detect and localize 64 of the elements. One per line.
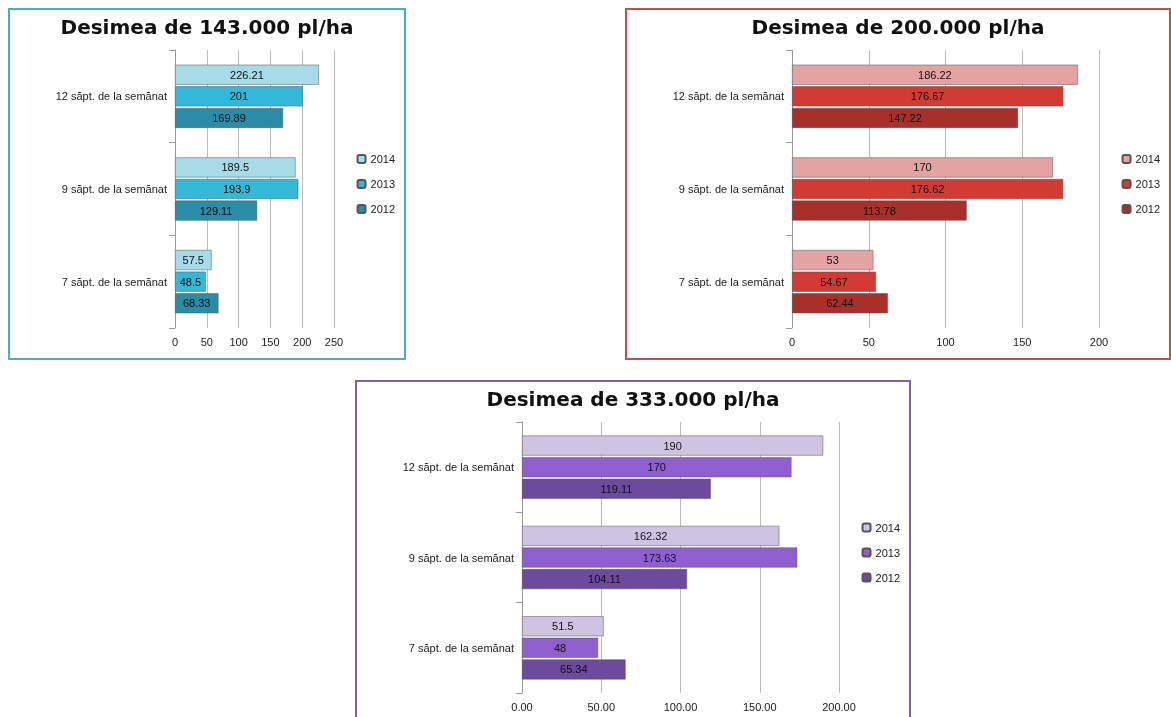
x-tick-label: 100 [936,335,955,348]
legend-label: 2012 [875,571,901,584]
x-tick-label: 250 [324,335,344,348]
data-label: 65.34 [560,663,588,676]
data-label: 113.78 [862,204,896,217]
data-label: 54.67 [820,275,848,288]
legend-label: 2013 [370,178,396,190]
data-label: 226.21 [230,68,264,81]
data-label: 201 [229,90,249,103]
data-label: 119.11 [600,482,633,495]
data-label: 173.63 [642,551,677,564]
y-tick-label: 12 săpt. de la semănat [672,90,784,103]
data-label: 176.67 [910,90,945,103]
legend-label: 2014 [370,153,396,165]
data-label: 129.11 [199,204,233,217]
data-label: 170 [647,461,666,474]
data-label: 147.22 [888,111,922,124]
x-tick-label: 200 [293,335,312,348]
y-tick-label: 12 săpt. de la semănat [55,90,167,103]
y-tick-label: 9 săpt. de la semănat [678,183,784,195]
data-label: 186.22 [918,68,952,81]
x-tick-label: 150 [1013,335,1032,348]
x-tick-label: 0.00 [511,700,533,713]
data-label: 57.5 [182,254,204,267]
chart-title: Desimea de 200.000 pl/ha [751,15,1045,39]
data-label: 51.5 [552,620,574,633]
data-label: 62.44 [826,297,854,310]
legend-label: 2012 [370,203,396,215]
chart-title: Desimea de 333.000 pl/ha [486,387,780,411]
x-tick-label: 0 [171,335,179,348]
legend-label: 2012 [1135,203,1161,215]
data-label: 48.5 [179,275,202,288]
x-tick-label: 200.00 [822,700,856,713]
y-tick-label: 12 săpt. de la semănat [402,461,514,474]
legend-label: 2013 [1135,178,1161,190]
y-tick-label: 9 săpt. de la semănat [61,183,167,195]
x-tick-label: 150.00 [742,700,777,713]
data-label: 170 [913,161,932,174]
chart-title: Desimea de 143.000 pl/ha [60,15,354,39]
y-tick-label: 7 săpt. de la semănat [408,641,514,654]
x-tick-label: 150 [261,335,280,348]
y-tick-label: 7 săpt. de la semănat [61,275,167,288]
data-label: 104.11 [588,573,621,586]
x-tick-label: 100 [229,335,248,348]
data-label: 48 [553,641,567,654]
x-tick-label: 0 [788,335,796,348]
x-tick-label: 200 [1089,335,1109,348]
y-tick-label: 7 săpt. de la semănat [678,275,784,288]
data-label: 193.9 [222,183,251,195]
legend-label: 2014 [875,521,901,534]
data-label: 53 [826,254,839,267]
x-tick-label: 50 [200,335,213,348]
x-tick-label: 100.00 [663,700,698,713]
data-label: 190 [663,439,682,452]
y-tick-label: 9 săpt. de la semănat [408,551,514,564]
legend-label: 2014 [1135,153,1161,165]
x-tick-label: 50.00 [587,700,616,713]
legend-label: 2013 [875,546,901,559]
data-label: 68.33 [182,297,211,310]
data-label: 176.62 [910,183,945,195]
data-label: 189.5 [221,161,250,174]
x-tick-label: 50 [862,335,875,348]
data-label: 162.32 [633,529,668,542]
data-label: 169.89 [212,111,246,124]
